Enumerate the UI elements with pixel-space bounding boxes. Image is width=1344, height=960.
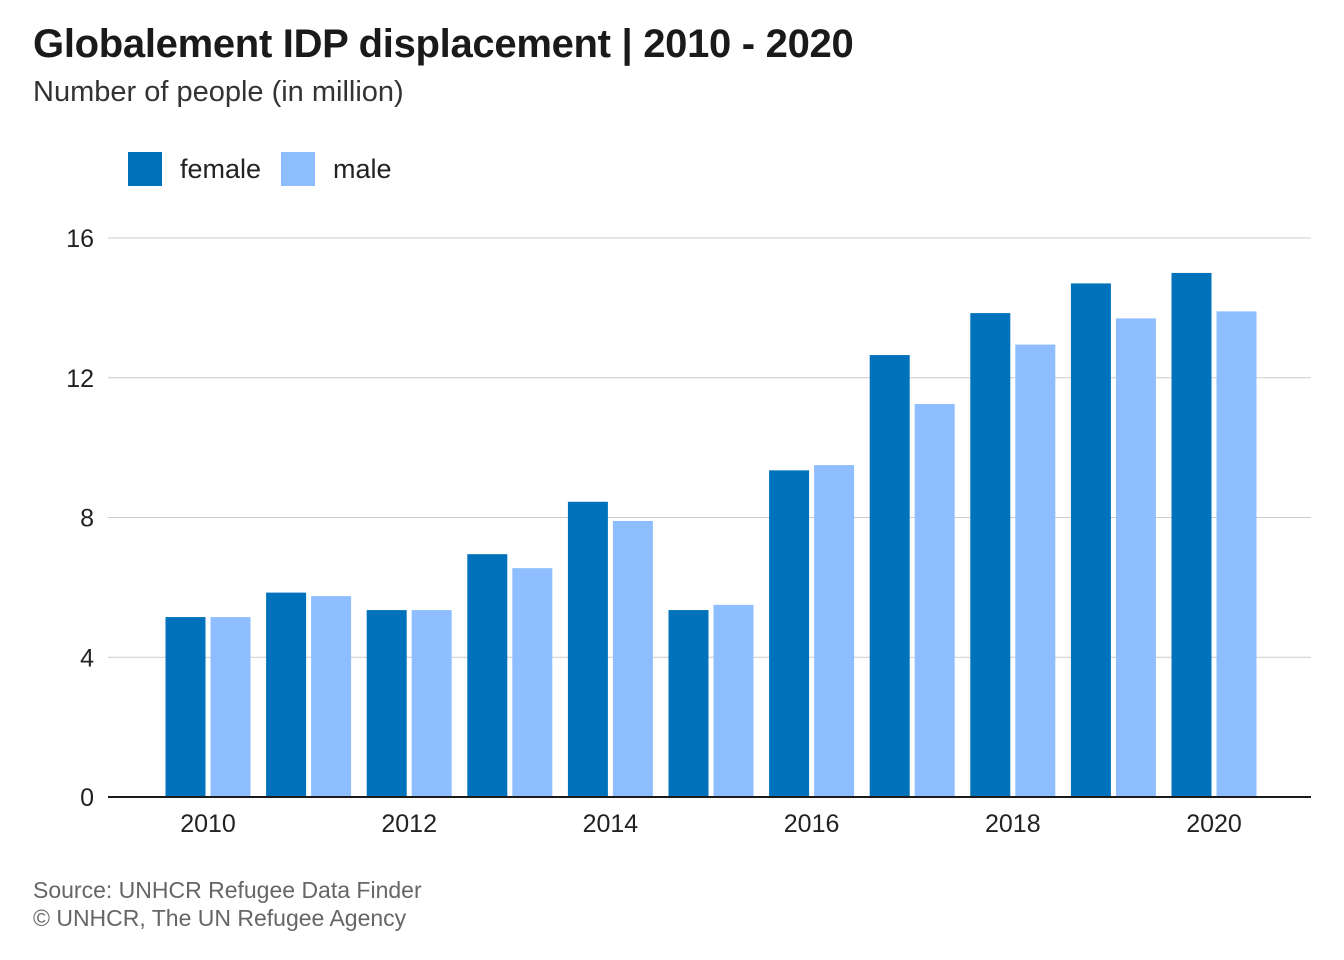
x-tick-label: 2014 — [583, 810, 639, 838]
bar-male-2011 — [311, 596, 352, 797]
bar-female-2018 — [970, 313, 1011, 797]
y-tick-label: 0 — [80, 784, 94, 812]
bar-male-2015 — [713, 604, 754, 797]
legend-label-male: male — [333, 153, 392, 184]
bar-female-2014 — [567, 501, 608, 797]
bar-female-2010 — [165, 617, 206, 797]
x-tick-label: 2012 — [381, 810, 437, 838]
bar-female-2011 — [266, 592, 307, 797]
bar-male-2016 — [814, 465, 855, 797]
bar-female-2012 — [366, 610, 407, 797]
legend-swatch-female — [128, 152, 162, 186]
bar-male-2020 — [1216, 311, 1257, 797]
bar-female-2016 — [769, 470, 810, 797]
legend-label-female: female — [180, 153, 262, 184]
legend-swatch-male — [281, 152, 316, 186]
legend-item-female: female — [128, 152, 261, 186]
footer: Source: UNHCR Refugee Data Finder © UNHC… — [33, 876, 422, 932]
x-tick-label: 2018 — [985, 810, 1041, 838]
source-note: Source: UNHCR Refugee Data Finder — [33, 877, 422, 903]
y-tick-label: 12 — [66, 365, 94, 393]
y-tick-label: 16 — [66, 225, 94, 253]
bar-female-2019 — [1070, 283, 1111, 797]
bar-female-2013 — [467, 554, 508, 797]
y-tick-label: 8 — [80, 505, 94, 533]
x-tick-label: 2010 — [180, 810, 236, 838]
bar-male-2012 — [411, 610, 452, 797]
bar-male-2017 — [914, 403, 955, 797]
bar-male-2014 — [612, 520, 653, 797]
y-tick-label: 4 — [80, 644, 94, 672]
legend-item-male: male — [281, 152, 392, 186]
bar-male-2013 — [512, 568, 553, 797]
x-tick-label: 2016 — [784, 810, 840, 838]
bar-female-2020 — [1171, 272, 1212, 797]
chart-title: Globalement IDP displacement | 2010 - 20… — [33, 22, 854, 66]
chart-subtitle: Number of people (in million) — [33, 76, 404, 108]
bar-male-2019 — [1115, 318, 1156, 797]
bar-male-2010 — [210, 617, 251, 797]
legend: female male — [128, 152, 412, 186]
bar-female-2015 — [668, 610, 709, 797]
bar-female-2017 — [869, 355, 910, 797]
copyright-note: © UNHCR, The UN Refugee Agency — [33, 905, 407, 931]
x-tick-label: 2020 — [1186, 810, 1242, 838]
bar-male-2018 — [1015, 344, 1056, 797]
